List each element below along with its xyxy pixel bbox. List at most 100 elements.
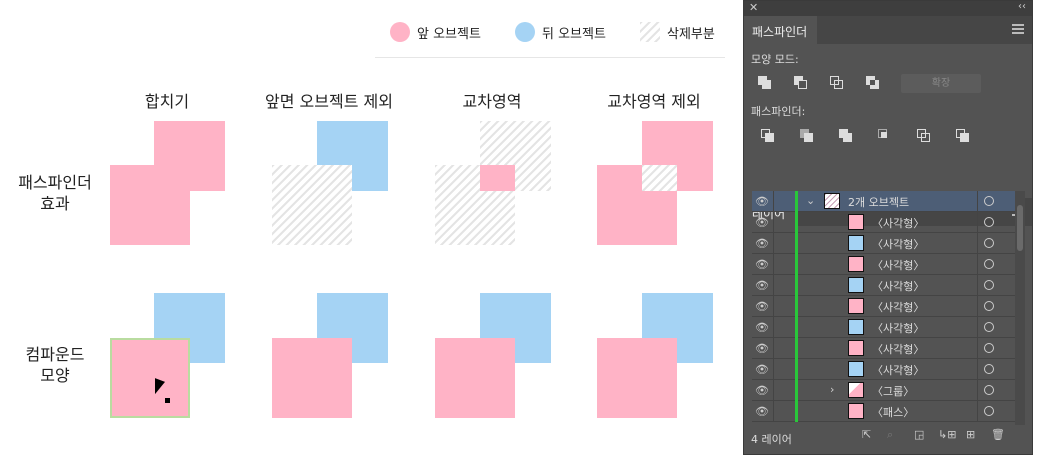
layer-color-bar [795,212,798,233]
layer-color-bar [795,380,798,401]
expand-button[interactable]: 확장 [901,74,981,93]
layer-name: 〈패스〉 [872,406,915,419]
compound-front [435,338,515,418]
delete-icon[interactable]: 🗑 [991,428,1005,441]
search-icon[interactable]: ⌕ [887,428,894,441]
column-header: 교차영역 [462,92,522,111]
crop-icon[interactable] [878,129,892,143]
outline-icon[interactable] [917,129,931,143]
visibility-eye-icon[interactable]: 👁 [755,194,769,208]
chevron-down-icon[interactable]: ⌄ [806,194,816,207]
layer-row[interactable]: 👁 〈사각형〉 [752,296,1015,317]
minus-front-icon[interactable] [794,76,808,90]
legend-front: 앞 오브젝트 [390,22,481,42]
layers-list: 👁 ⌄ 2개 오브젝트 👁 〈사각형〉 👁 〈사각형〉 👁 〈사각형〉 👁 〈사각형〉 👁 〈사각형〉 👁… [744,191,1032,425]
layer-row[interactable]: 👁 〈사각형〉 [752,233,1015,254]
panel-topbar: ✕ ‹‹ [744,1,1032,16]
tab-pathfinder[interactable]: 패스파인더 [744,16,817,44]
layer-name: 〈사각형〉 [872,259,925,272]
panel-menu-icon[interactable] [1012,24,1024,34]
layer-thumbnail [848,382,864,398]
visibility-eye-icon[interactable]: 👁 [755,278,769,292]
visibility-eye-icon[interactable]: 👁 [755,362,769,376]
chevron-right-icon[interactable]: › [830,383,835,396]
visibility-eye-icon[interactable]: 👁 [755,320,769,334]
visibility-eye-icon[interactable]: 👁 [755,236,769,250]
layer-row[interactable]: 👁 〈사각형〉 [752,317,1015,338]
column-header: 교차영역 제외 [607,92,701,111]
column-header: 앞면 오브젝트 제외 [265,92,393,111]
layer-row[interactable]: 👁 〈패스〉 [752,401,1015,422]
layer-thumbnail [848,340,864,356]
visibility-eye-icon[interactable]: 👁 [755,383,769,397]
export-icon[interactable]: ⇱ [862,428,872,441]
layer-row[interactable]: 👁 〈사각형〉 [752,338,1015,359]
cursor-badge-icon [165,398,170,403]
clipping-mask-icon[interactable]: ◲ [914,428,925,441]
visibility-eye-icon[interactable]: 👁 [755,404,769,418]
layer-thumbnail [848,214,864,230]
layer-row[interactable]: 👁 〈사각형〉 [752,359,1015,380]
target-circle-icon[interactable] [984,406,994,416]
layer-row[interactable]: 👁 〈사각형〉 [752,254,1015,275]
compound-front-selected[interactable] [110,338,190,418]
layer-color-bar [795,359,798,380]
layer-name: 〈그룹〉 [872,385,915,398]
target-circle-icon[interactable] [984,322,994,332]
compound-front [272,338,352,418]
divide-icon[interactable] [761,129,775,143]
target-circle-icon[interactable] [984,217,994,227]
row-header-effect: 패스파인더 효과 [18,173,92,213]
layer-name: 〈사각형〉 [872,343,925,356]
target-circle-icon[interactable] [984,196,994,206]
layer-thumbnail [848,298,864,314]
row-header-compound: 컴파운드 모양 [25,345,85,385]
target-circle-icon[interactable] [984,343,994,353]
visibility-eye-icon[interactable]: 👁 [755,215,769,229]
layer-color-bar [795,275,798,296]
layer-color-bar [795,338,798,359]
close-icon[interactable]: ✕ [749,1,759,14]
shape-modes-label: 모양 모드: [751,53,799,66]
collapse-icon[interactable]: ‹‹ [1018,1,1026,12]
target-circle-icon[interactable] [984,364,994,374]
intersect-result [480,165,515,191]
target-circle-icon[interactable] [984,238,994,248]
minus-back-icon[interactable] [956,129,970,143]
layer-row[interactable]: 👁 〈사각형〉 [752,212,1015,233]
panel-dock: ✕ ‹‹ 패스파인더 모양 모드: 확장 패스파인더: 레이어 👁 ⌄ 2개 오브젝… [743,0,1033,455]
trim-icon[interactable] [800,129,814,143]
visibility-eye-icon[interactable]: 👁 [755,299,769,313]
scrollbar[interactable] [1015,191,1025,425]
layer-name: 〈사각형〉 [872,301,925,314]
intersect-icon[interactable] [830,76,844,90]
layer-row[interactable]: 👁 ⌄ 2개 오브젝트 [752,191,1015,212]
layer-thumbnail [824,193,840,209]
layer-thumbnail [848,277,864,293]
intersect-front-deleted [435,165,515,245]
target-circle-icon[interactable] [984,259,994,269]
new-sublayer-icon[interactable]: ↳⊞ [938,428,957,441]
pink-swatch-icon [390,22,410,42]
legend-back: 뒤 오브젝트 [515,22,606,42]
layer-row[interactable]: 👁 › 〈그룹〉 [752,380,1015,401]
new-layer-icon[interactable]: ⊞ [966,428,976,441]
layer-color-bar [795,191,798,212]
exclude-icon[interactable] [866,76,880,90]
merge-icon[interactable] [839,129,853,143]
layer-thumbnail [848,235,864,251]
unite-icon[interactable] [758,76,772,90]
column-header: 합치기 [144,92,190,111]
layer-row[interactable]: 👁 〈사각형〉 [752,275,1015,296]
divider [375,57,725,58]
layer-thumbnail [848,256,864,272]
layer-color-bar [795,317,798,338]
target-circle-icon[interactable] [984,385,994,395]
visibility-eye-icon[interactable]: 👁 [755,341,769,355]
layer-name: 2개 오브젝트 [848,196,910,209]
layer-color-bar [795,233,798,254]
visibility-eye-icon[interactable]: 👁 [755,257,769,271]
layer-name: 〈사각형〉 [872,217,925,230]
target-circle-icon[interactable] [984,280,994,290]
target-circle-icon[interactable] [984,301,994,311]
